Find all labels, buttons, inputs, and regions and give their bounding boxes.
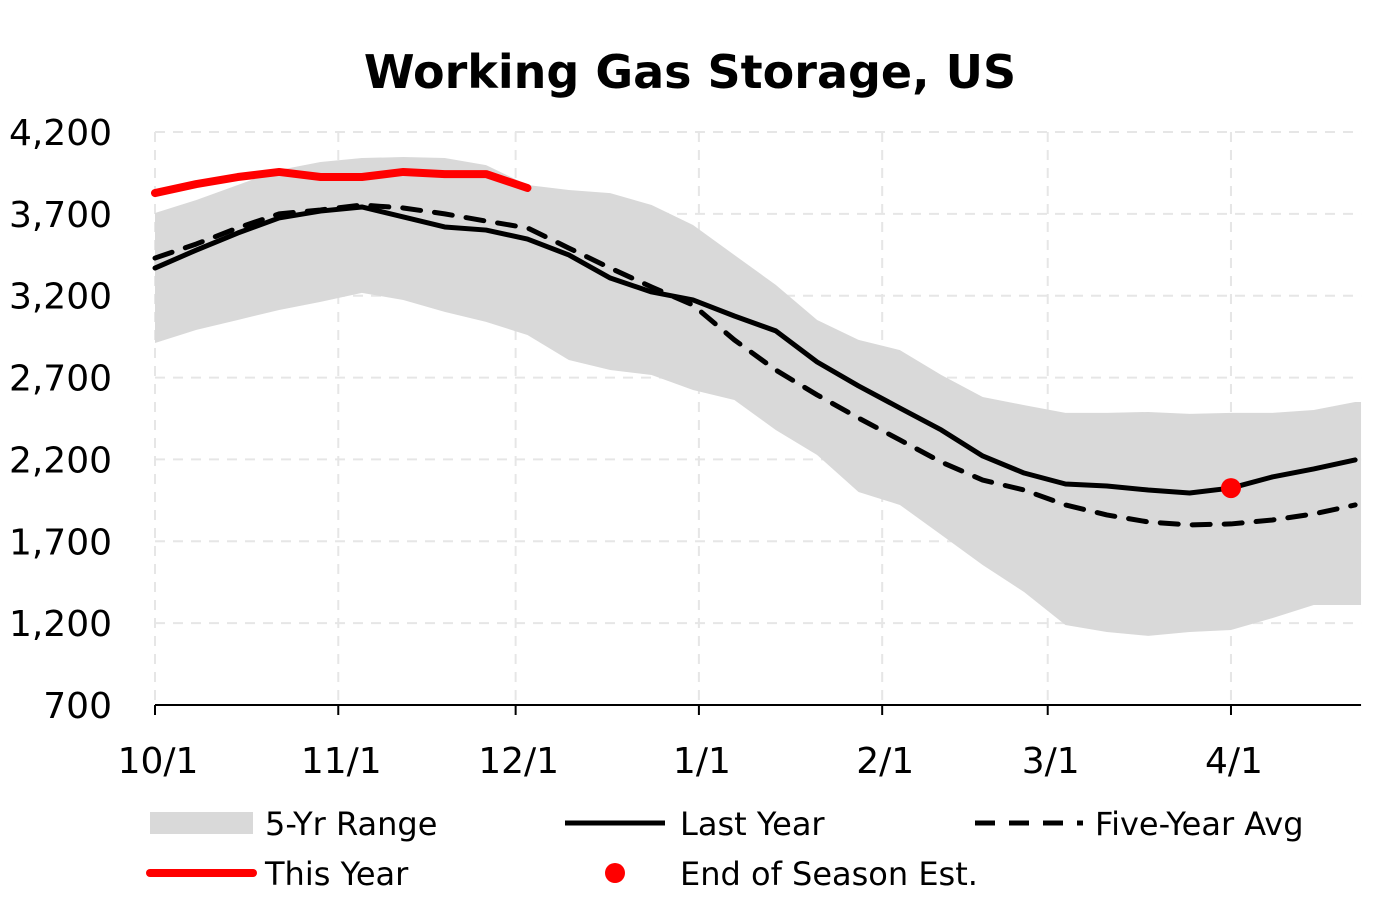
legend-last-year: Last Year	[565, 805, 825, 843]
y-tick-label: 2,200	[9, 440, 112, 481]
y-tick-label: 4,200	[9, 113, 112, 154]
last-year-line	[152, 204, 1358, 496]
legend-swatch-band	[150, 812, 253, 834]
legend: 5-Yr Range Last Year Five-Year Avg This Yea…	[146, 805, 1304, 893]
five-year-range-band	[155, 157, 1362, 636]
end-of-season-est-point	[1220, 478, 1241, 499]
y-tick-label: 1,200	[9, 604, 112, 645]
legend-end-of-season-est: End of Season Est.	[605, 855, 978, 893]
x-tick-label: 4/1	[1205, 741, 1263, 782]
x-tick-label: 11/1	[301, 741, 382, 782]
legend-label: 5-Yr Range	[265, 805, 437, 843]
legend-label: This Year	[264, 855, 409, 893]
x-tick-label: 10/1	[118, 741, 199, 782]
x-tick-label: 3/1	[1022, 741, 1080, 782]
legend-swatch-dot	[605, 863, 625, 883]
y-tick-label: 700	[43, 686, 112, 727]
legend-label: Five-Year Avg	[1095, 805, 1304, 843]
x-tick-label: 2/1	[856, 741, 914, 782]
x-tick-label: 12/1	[478, 741, 559, 782]
y-tick-label: 2,700	[9, 359, 112, 400]
y-tick-label: 3,700	[9, 195, 112, 236]
axes: 700 1,200 1,700 2,200 2,700 3,200 3,700 4,200 10…	[9, 113, 1362, 782]
legend-label: End of Season Est.	[680, 855, 978, 893]
series-lines	[151, 167, 1358, 528]
chart-title: Working Gas Storage, US	[364, 45, 1016, 99]
legend-five-year-range: 5-Yr Range	[150, 805, 437, 843]
this-year-line	[151, 167, 532, 198]
y-tick-label: 1,700	[9, 522, 112, 563]
y-tick-label: 3,200	[9, 277, 112, 318]
legend-label: Last Year	[680, 805, 825, 843]
range-band	[155, 157, 1362, 636]
legend-this-year: This Year	[146, 855, 409, 893]
legend-five-year-avg: Five-Year Avg	[975, 805, 1304, 843]
x-tick-label: 1/1	[673, 741, 731, 782]
